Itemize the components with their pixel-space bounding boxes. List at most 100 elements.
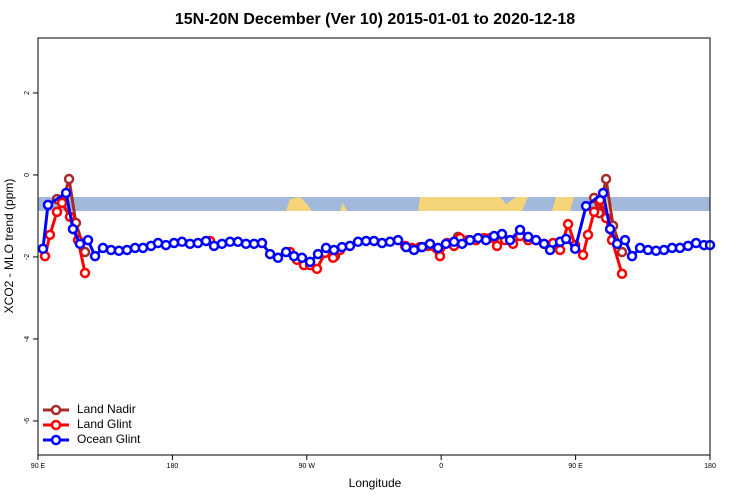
data-point — [384, 236, 396, 248]
data-point — [480, 234, 492, 246]
x-tick-label: 90 W — [299, 463, 316, 470]
data-point — [44, 229, 56, 241]
data-point — [216, 238, 228, 250]
data-point — [280, 246, 292, 258]
y-tick-label: -4 — [24, 336, 31, 342]
y-tick-label: -6 — [24, 418, 31, 424]
data-point — [434, 250, 446, 262]
data-point — [674, 242, 686, 254]
plot-frame — [37, 37, 711, 456]
chart-title: 15N-20N December (Ver 10) 2015-01-01 to … — [175, 11, 575, 28]
data-point — [304, 256, 316, 268]
data-point — [408, 244, 420, 256]
data-point — [368, 235, 380, 247]
y-tick-label: -2 — [24, 254, 31, 260]
data-point — [626, 250, 638, 262]
legend-swatch-marker — [50, 434, 62, 446]
data-point — [619, 234, 631, 246]
data-point — [336, 241, 348, 253]
data-point — [432, 242, 444, 254]
data-point — [456, 238, 468, 250]
legend-label: Ocean Glint — [77, 432, 141, 446]
x-tick-label: 90 E — [568, 463, 583, 470]
data-point — [562, 218, 574, 230]
data-point — [440, 238, 452, 250]
data-point — [51, 206, 63, 218]
data-point — [642, 244, 654, 256]
data-point — [256, 237, 268, 249]
data-point — [544, 244, 556, 256]
legend-swatch-marker — [50, 419, 62, 431]
x-axis-label: Longitude — [349, 476, 402, 490]
data-point — [67, 223, 79, 235]
data-point — [168, 237, 180, 249]
data-point — [176, 236, 188, 248]
data-point — [160, 239, 172, 251]
legend-label: Land Nadir — [77, 402, 136, 416]
data-point — [597, 187, 609, 199]
x-tick-label: 90 E — [31, 463, 46, 470]
data-point — [37, 243, 49, 255]
data-point — [616, 246, 628, 258]
data-point — [376, 237, 388, 249]
x-tick-label: 180 — [167, 463, 179, 470]
land-shape — [340, 203, 347, 211]
data-point — [311, 263, 323, 275]
data-point — [97, 242, 109, 254]
data-point — [89, 250, 101, 262]
legend-swatch-marker — [50, 404, 62, 416]
legend-item: Ocean Glint — [43, 432, 141, 446]
data-point — [658, 244, 670, 256]
legend-label: Land Glint — [77, 417, 132, 431]
data-point — [60, 187, 72, 199]
data-point — [496, 228, 508, 240]
data-point — [74, 238, 86, 250]
data-point — [200, 235, 212, 247]
data-point — [514, 224, 526, 236]
data-point — [352, 236, 364, 248]
data-point — [491, 240, 503, 252]
data-point — [137, 242, 149, 254]
data-point — [392, 234, 404, 246]
legend-item: Land Nadir — [43, 402, 136, 416]
data-point — [538, 238, 550, 250]
data-point — [288, 250, 300, 262]
data-point — [79, 267, 91, 279]
data-point — [121, 244, 133, 256]
data-point — [580, 200, 592, 212]
data-point — [560, 233, 572, 245]
data-point — [569, 243, 581, 255]
x-tick-label: 180 — [704, 463, 716, 470]
data-point — [113, 245, 125, 257]
data-point — [604, 223, 616, 235]
y-tick-label: 2 — [24, 91, 31, 95]
data-point — [240, 238, 252, 250]
land-shape — [552, 197, 574, 211]
data-point — [192, 237, 204, 249]
data-point — [464, 234, 476, 246]
plot-area — [37, 173, 716, 280]
data-point — [82, 234, 94, 246]
data-point — [611, 238, 623, 250]
data-point — [424, 238, 436, 250]
data-point — [312, 248, 324, 260]
x-tick-label: 0 — [439, 463, 443, 470]
y-axis-label: XCO2 - MLO trend (ppm) — [2, 179, 16, 314]
ocean-band — [38, 197, 710, 211]
land-shape — [286, 197, 312, 211]
data-point — [504, 234, 516, 246]
data-point — [42, 199, 54, 211]
data-point — [682, 240, 694, 252]
data-point — [264, 248, 276, 260]
data-point — [56, 197, 68, 209]
data-point — [344, 240, 356, 252]
land-shape — [418, 197, 528, 211]
data-point — [577, 249, 589, 261]
data-point — [554, 244, 566, 256]
data-point — [272, 252, 284, 264]
data-point — [328, 244, 340, 256]
data-point — [582, 229, 594, 241]
data-point — [588, 206, 600, 218]
y-tick-label: 0 — [24, 173, 31, 177]
